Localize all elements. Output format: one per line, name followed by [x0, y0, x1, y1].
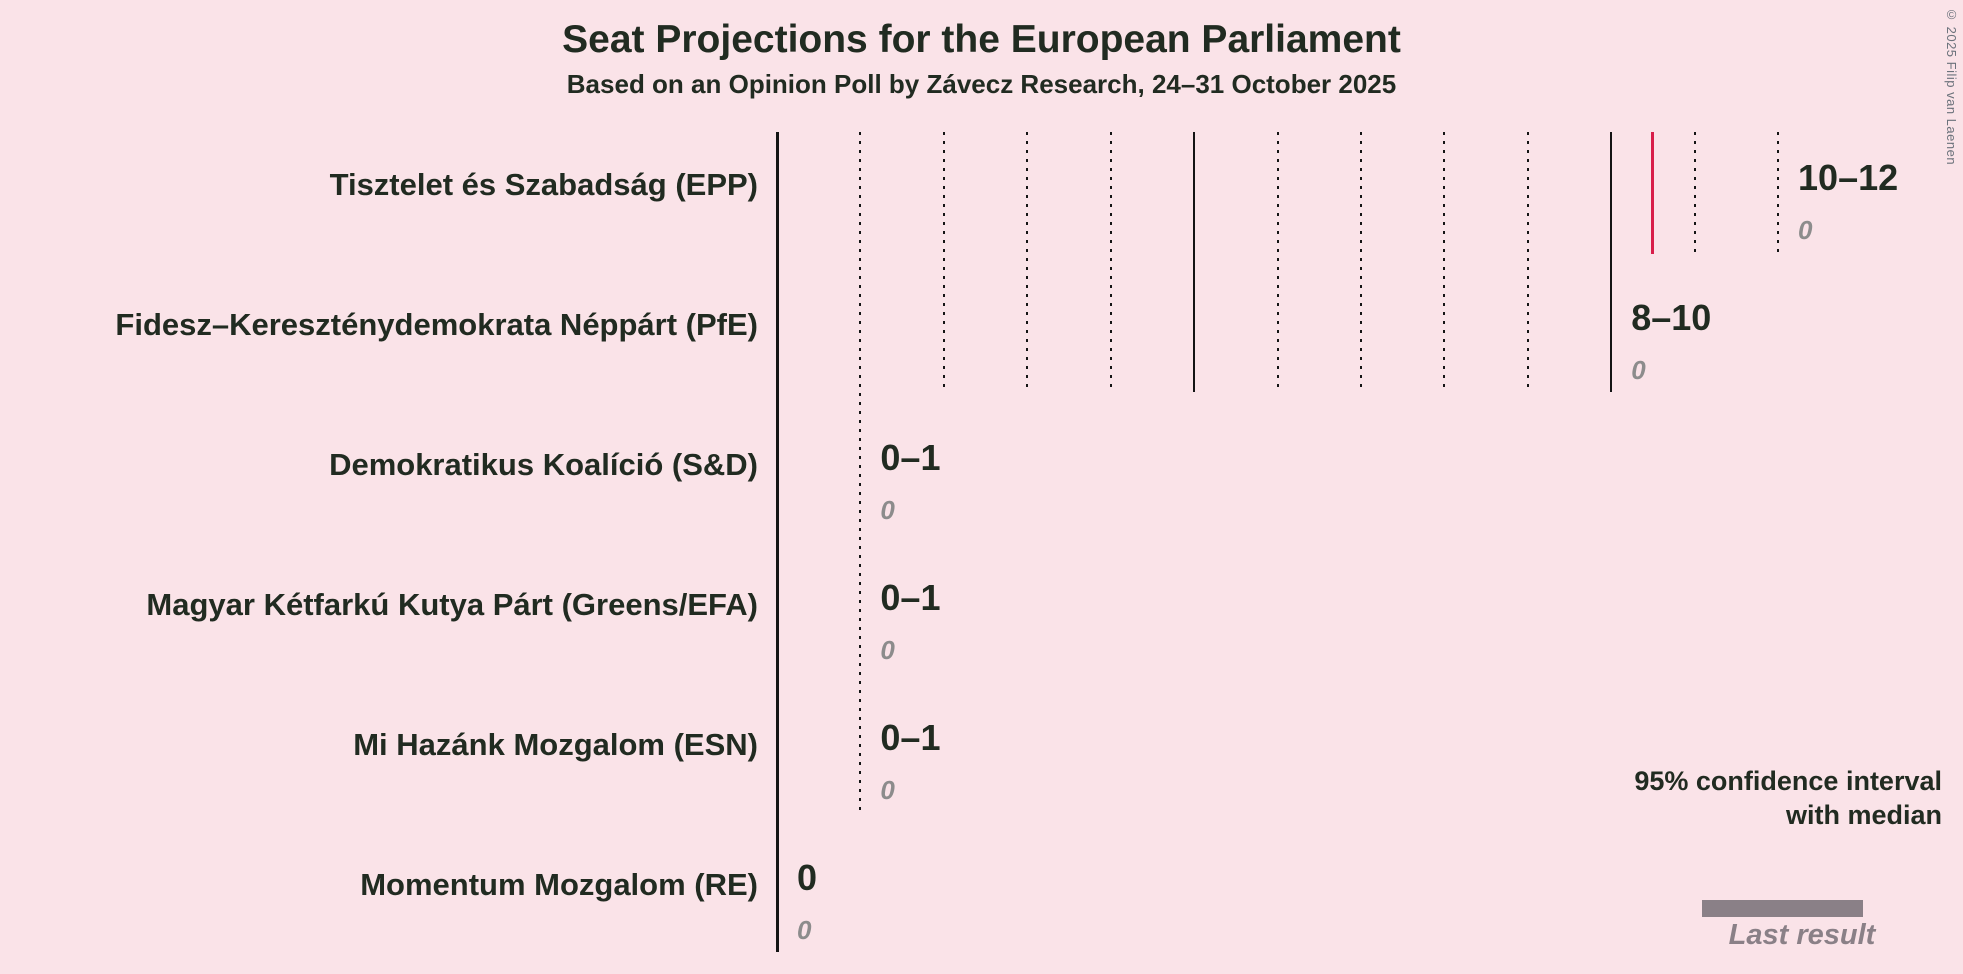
legend-swatch	[1700, 854, 1947, 899]
party-label: Mi Hazánk Mozgalom (ESN)	[353, 727, 758, 762]
last-result-value: 0	[797, 915, 812, 945]
legend-swatch-segment-cross	[1822, 854, 1903, 899]
bar-segment-cross	[1444, 283, 1527, 367]
gridline-seat-10	[1610, 132, 1613, 392]
party-label: Tisztelet és Szabadság (EPP)	[329, 167, 758, 202]
gridline-seat-6	[1276, 132, 1279, 392]
gridline-seat-12	[1777, 132, 1780, 252]
bar-segment-cross	[777, 703, 860, 787]
legend-swatch-segment-solid	[1700, 854, 1822, 899]
last-result-value: 0	[880, 495, 895, 525]
gridline-seat-8	[1443, 132, 1446, 392]
last-result-value: 0	[880, 635, 895, 665]
value-label: 0–1	[880, 577, 941, 618]
x-axis-line	[776, 132, 779, 952]
gridline-seat-3	[1026, 132, 1029, 392]
bar-segment-diag	[1695, 143, 1778, 227]
median-line	[1651, 132, 1655, 254]
value-label: 0	[797, 857, 818, 898]
legend-swatch-segment-diag	[1903, 854, 1947, 899]
party-label: Fidesz–Kereszténydemokrata Néppárt (PfE)	[115, 307, 758, 342]
bar-segment-solid	[777, 143, 1611, 227]
last-result-value: 0	[1631, 355, 1646, 385]
legend-last-result-label: Last result	[1728, 919, 1876, 951]
value-label: 10–12	[1798, 157, 1899, 198]
gridline-seat-5	[1193, 132, 1196, 392]
last-result-value: 0	[880, 775, 895, 805]
party-label: Magyar Kétfarkú Kutya Párt (Greens/EFA)	[146, 587, 758, 622]
chart-subtitle: Based on an Opinion Poll by Závecz Resea…	[566, 69, 1397, 99]
party-label: Demokratikus Koalíció (S&D)	[329, 447, 758, 482]
bar-segment-solid	[777, 283, 1444, 367]
legend-title-line2: with median	[1785, 800, 1942, 830]
gridline-seat-1	[859, 132, 862, 812]
gridline-seat-9	[1526, 132, 1529, 392]
party-label: Momentum Mozgalom (RE)	[360, 867, 758, 902]
bar-segment-diag	[777, 563, 860, 647]
copyright-text: © 2025 Filip van Laenen	[1944, 7, 1959, 166]
gridline-seat-2	[942, 132, 945, 392]
value-label: 8–10	[1631, 297, 1712, 338]
bar-segment-diag	[1528, 283, 1611, 367]
value-label: 0–1	[880, 717, 941, 758]
legend-title: 95% confidence interval with median	[1634, 764, 1942, 832]
chart-title: Seat Projections for the European Parlia…	[562, 18, 1401, 61]
bar-segment-cross	[777, 423, 860, 507]
value-label: 0–1	[880, 437, 941, 478]
last-result-value: 0	[1798, 215, 1813, 245]
gridline-seat-4	[1109, 132, 1112, 392]
legend-last-result-bar	[1702, 900, 1863, 917]
legend-title-line1: 95% confidence interval	[1634, 766, 1942, 796]
gridline-seat-11	[1693, 132, 1696, 252]
gridline-seat-7	[1359, 132, 1362, 392]
